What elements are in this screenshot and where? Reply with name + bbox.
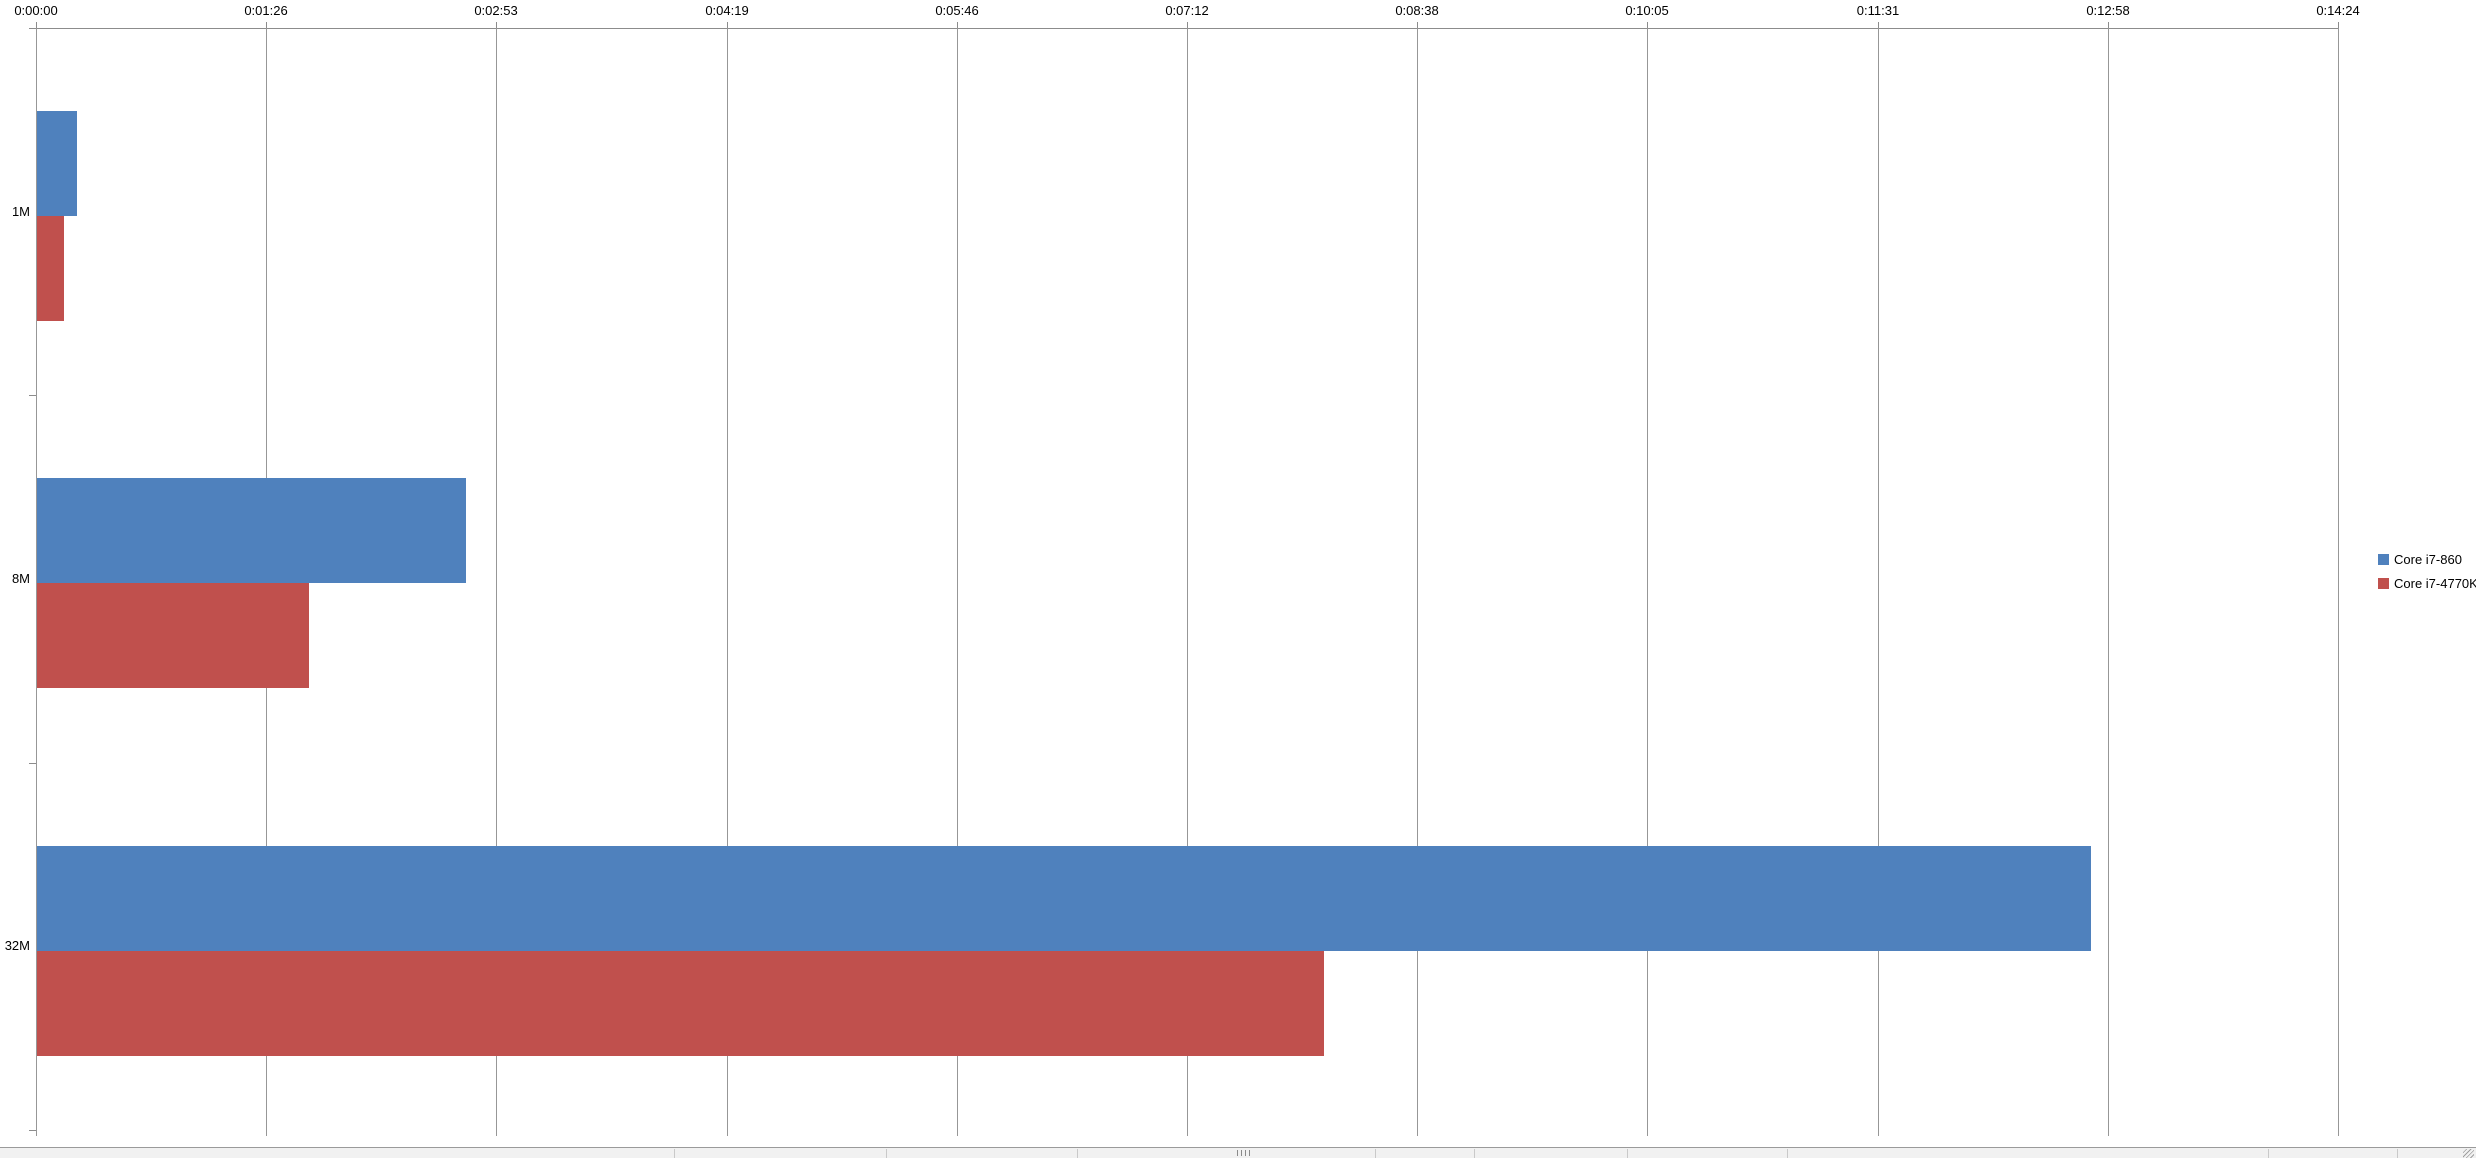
value-axis-tick bbox=[1878, 22, 1879, 28]
status-bar bbox=[0, 1147, 2476, 1158]
series-bar-core-i7-860-1m[interactable] bbox=[37, 111, 77, 216]
gridline bbox=[1647, 28, 1648, 1136]
value-axis-tick bbox=[266, 22, 267, 28]
legend-swatch-icon bbox=[2378, 577, 2389, 589]
gridline bbox=[1187, 28, 1188, 1136]
legend-entry[interactable]: Core i7-860 bbox=[2378, 552, 2476, 566]
gridline bbox=[1417, 28, 1418, 1136]
value-axis-tick-label: 0:01:26 bbox=[244, 3, 288, 18]
legend-swatch-icon bbox=[2378, 553, 2389, 565]
statusbar-separator bbox=[1077, 1149, 1078, 1158]
category-axis-tick bbox=[29, 395, 36, 396]
value-axis-tick-label: 0:11:31 bbox=[1856, 3, 1900, 18]
gridline bbox=[2338, 28, 2339, 1136]
gridline bbox=[727, 28, 728, 1136]
resize-grip-icon[interactable] bbox=[2463, 1149, 2474, 1158]
series-bar-core-i7-860-32m[interactable] bbox=[37, 846, 2091, 951]
value-axis-tick bbox=[727, 22, 728, 28]
value-axis-tick-label: 0:08:38 bbox=[1395, 3, 1439, 18]
statusbar-separator bbox=[1474, 1149, 1475, 1158]
statusbar-separator bbox=[2397, 1149, 2398, 1158]
value-axis-tick-label: 0:12:58 bbox=[2086, 3, 2130, 18]
statusbar-separator bbox=[1375, 1149, 1376, 1158]
value-axis-tick bbox=[496, 22, 497, 28]
category-label: 8M bbox=[11, 571, 30, 586]
value-axis-tick bbox=[36, 22, 37, 28]
category-label: 32M bbox=[4, 938, 30, 953]
value-axis-tick bbox=[1187, 22, 1188, 28]
value-axis-tick bbox=[2338, 22, 2339, 28]
series-bar-core-i7-4770k-1m[interactable] bbox=[37, 216, 64, 321]
legend-label: Core i7-860 bbox=[2394, 551, 2462, 567]
series-bar-core-i7-860-8m[interactable] bbox=[37, 478, 466, 583]
value-axis-tick-label: 0:07:12 bbox=[1165, 3, 1209, 18]
gridline bbox=[2108, 28, 2109, 1136]
series-bar-core-i7-4770k-8m[interactable] bbox=[37, 583, 309, 688]
statusbar-separator bbox=[674, 1149, 675, 1158]
scrollbar-dots-icon bbox=[1237, 1150, 1253, 1156]
statusbar-separator bbox=[1627, 1149, 1628, 1158]
series-bar-core-i7-4770k-32m[interactable] bbox=[37, 951, 1324, 1056]
value-axis-tick-label: 0:04:19 bbox=[705, 3, 749, 18]
value-axis-tick-label: 0:05:46 bbox=[935, 3, 979, 18]
value-axis-tick bbox=[957, 22, 958, 28]
value-axis-tick-label: 0:14:24 bbox=[2316, 3, 2360, 18]
value-axis-tick-label: 0:00:00 bbox=[14, 3, 58, 18]
value-axis-tick-label: 0:02:53 bbox=[474, 3, 518, 18]
legend-label: Core i7-4770K bbox=[2394, 575, 2476, 591]
statusbar-separator bbox=[1787, 1149, 1788, 1158]
gridline bbox=[1878, 28, 1879, 1136]
statusbar-separator bbox=[2268, 1149, 2269, 1158]
value-axis-tick bbox=[1647, 22, 1648, 28]
category-axis-tick bbox=[29, 28, 36, 29]
legend-entry[interactable]: Core i7-4770K bbox=[2378, 576, 2476, 590]
gridline bbox=[36, 28, 37, 1136]
gridline bbox=[496, 28, 497, 1136]
value-axis-tick bbox=[2108, 22, 2109, 28]
value-axis-tick bbox=[1417, 22, 1418, 28]
category-axis-tick bbox=[29, 763, 36, 764]
category-axis-tick bbox=[29, 1130, 36, 1131]
gridline bbox=[957, 28, 958, 1136]
statusbar-separator bbox=[886, 1149, 887, 1158]
legend: Core i7-860 Core i7-4770K bbox=[2378, 552, 2476, 600]
value-axis-tick-label: 0:10:05 bbox=[1625, 3, 1669, 18]
category-label: 1M bbox=[11, 204, 30, 219]
